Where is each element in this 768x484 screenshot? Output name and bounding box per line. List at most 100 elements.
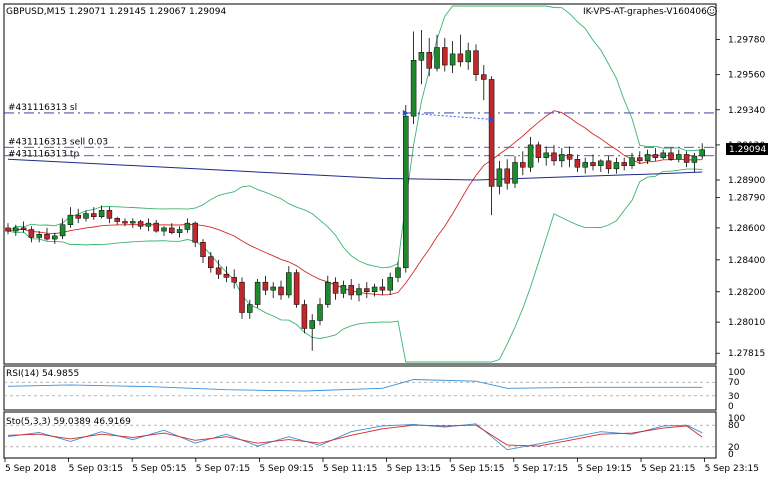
candle[interactable]	[379, 278, 386, 295]
candle[interactable]	[660, 149, 666, 160]
candle[interactable]	[574, 154, 581, 173]
candle[interactable]	[317, 298, 323, 326]
candle[interactable]	[309, 314, 315, 351]
candle[interactable]	[153, 219, 159, 233]
candle[interactable]	[364, 282, 370, 299]
candle[interactable]	[566, 146, 573, 168]
candle[interactable]	[590, 154, 596, 171]
candle[interactable]	[512, 156, 518, 188]
candle[interactable]	[293, 269, 300, 308]
candle[interactable]	[551, 144, 557, 166]
candle[interactable]	[621, 157, 627, 171]
candle[interactable]	[83, 210, 89, 222]
candle[interactable]	[52, 232, 58, 244]
candle[interactable]	[691, 152, 698, 173]
candle[interactable]	[426, 37, 432, 77]
candle[interactable]	[637, 151, 643, 165]
candle-body	[434, 47, 440, 69]
candle[interactable]	[504, 159, 510, 190]
candle[interactable]	[535, 141, 542, 163]
candle[interactable]	[301, 299, 308, 334]
candle[interactable]	[496, 160, 503, 195]
candle[interactable]	[449, 41, 456, 74]
candles[interactable]	[5, 29, 705, 351]
candle[interactable]	[488, 76, 495, 216]
candle[interactable]	[75, 208, 81, 224]
trade-arrow	[402, 109, 495, 123]
candle[interactable]	[395, 261, 401, 283]
candle[interactable]	[403, 104, 409, 273]
candle[interactable]	[613, 157, 620, 174]
candle[interactable]	[13, 224, 19, 236]
candle[interactable]	[137, 219, 144, 230]
candle[interactable]	[457, 34, 464, 67]
price-tick-label: 1.28790	[728, 194, 765, 204]
candle[interactable]	[192, 221, 198, 248]
candle[interactable]	[340, 280, 347, 299]
candle[interactable]	[169, 223, 175, 235]
candle[interactable]	[527, 136, 534, 173]
candle[interactable]	[161, 226, 167, 236]
candle[interactable]	[332, 277, 339, 300]
candle[interactable]	[473, 44, 479, 82]
candle[interactable]	[410, 31, 417, 125]
candle[interactable]	[215, 259, 222, 279]
candle[interactable]	[286, 266, 292, 299]
candle[interactable]	[184, 218, 191, 233]
candle[interactable]	[223, 266, 230, 283]
candle[interactable]	[145, 218, 152, 232]
candle[interactable]	[239, 277, 245, 319]
candle[interactable]	[200, 239, 206, 264]
candle[interactable]	[91, 207, 97, 220]
candle[interactable]	[629, 152, 635, 169]
candle[interactable]	[262, 275, 269, 295]
candle[interactable]	[418, 29, 425, 85]
candle-body	[559, 154, 565, 162]
candle[interactable]	[5, 223, 11, 235]
candle[interactable]	[231, 269, 237, 289]
candle[interactable]	[543, 146, 549, 166]
candle[interactable]	[176, 226, 183, 238]
ma-fast-line	[7, 110, 703, 296]
candle[interactable]	[676, 149, 682, 163]
candle[interactable]	[371, 283, 378, 297]
candle[interactable]	[605, 156, 612, 174]
candle[interactable]	[278, 280, 284, 300]
candle[interactable]	[208, 251, 214, 273]
candle[interactable]	[434, 34, 440, 72]
candle[interactable]	[59, 218, 66, 240]
candle[interactable]	[130, 218, 136, 228]
candle[interactable]	[582, 157, 588, 174]
bollinger-upper	[7, 5, 703, 269]
candle[interactable]	[114, 216, 120, 225]
candle[interactable]	[98, 205, 105, 219]
candle[interactable]	[348, 278, 354, 300]
candle[interactable]	[668, 148, 674, 161]
candle[interactable]	[28, 226, 35, 243]
candle[interactable]	[106, 207, 113, 224]
candle[interactable]	[559, 148, 565, 168]
candle[interactable]	[36, 231, 42, 243]
candle[interactable]	[44, 227, 50, 241]
candle[interactable]	[598, 159, 604, 173]
candle[interactable]	[122, 218, 128, 227]
candle[interactable]	[387, 272, 393, 295]
candle[interactable]	[270, 282, 276, 299]
rsi-series	[7, 379, 703, 392]
candle[interactable]	[254, 278, 261, 308]
candle[interactable]	[356, 283, 362, 302]
candle[interactable]	[247, 299, 253, 319]
candle[interactable]	[20, 221, 27, 233]
candle[interactable]	[325, 275, 331, 308]
candle[interactable]	[465, 42, 471, 70]
candle[interactable]	[520, 151, 526, 176]
candle[interactable]	[481, 65, 487, 101]
candle[interactable]	[644, 149, 651, 165]
candle[interactable]	[652, 148, 659, 161]
candle[interactable]	[699, 143, 705, 160]
candle[interactable]	[442, 37, 448, 72]
candle[interactable]	[67, 207, 74, 228]
candle[interactable]	[683, 151, 690, 168]
